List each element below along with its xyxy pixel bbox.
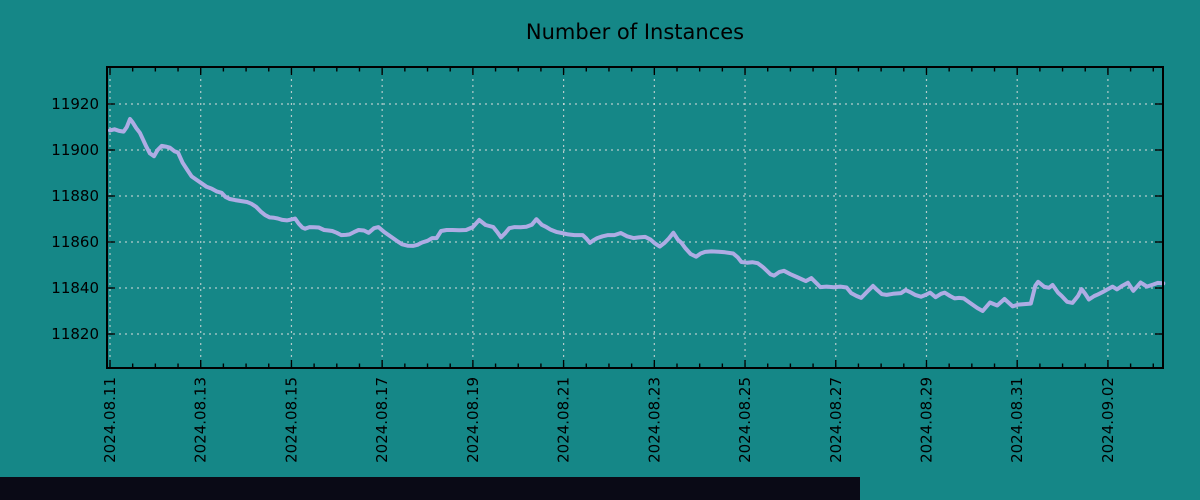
bottom-dark-bar [0,477,860,500]
chart-title: Number of Instances [526,20,744,44]
y-axis-labels: 11820 11840 11860 11880 11900 11920 [51,95,99,343]
x-axis-labels: 2024.08.11 2024.08.13 2024.08.15 2024.08.17… [101,377,1117,463]
x-tick-label: 2024.08.31 [1008,377,1026,463]
instances-line [108,117,1166,313]
x-tick-label: 2024.08.19 [464,377,482,463]
y-tick-label: 11820 [51,325,99,343]
data-series [108,117,1166,313]
x-tick-label: 2024.08.13 [192,377,210,463]
y-tick-label: 11880 [51,187,99,205]
plot-border [106,66,1164,369]
gridlines [107,67,1163,368]
y-tick-label: 11920 [51,95,99,113]
x-tick-label: 2024.09.02 [1099,377,1117,463]
y-tick-label: 11840 [51,279,99,297]
x-tick-label: 2024.08.23 [645,377,663,463]
y-tick-label: 11900 [51,141,99,159]
x-tick-label: 2024.08.17 [373,377,391,463]
x-tick-label: 2024.08.29 [917,377,935,463]
axis-ticks [107,67,1163,368]
x-tick-label: 2024.08.27 [827,377,845,463]
x-tick-label: 2024.08.11 [101,377,119,463]
y-tick-label: 11860 [51,233,99,251]
x-tick-label: 2024.08.21 [555,377,573,463]
x-tick-label: 2024.08.15 [282,377,300,463]
x-tick-label: 2024.08.25 [736,377,754,463]
